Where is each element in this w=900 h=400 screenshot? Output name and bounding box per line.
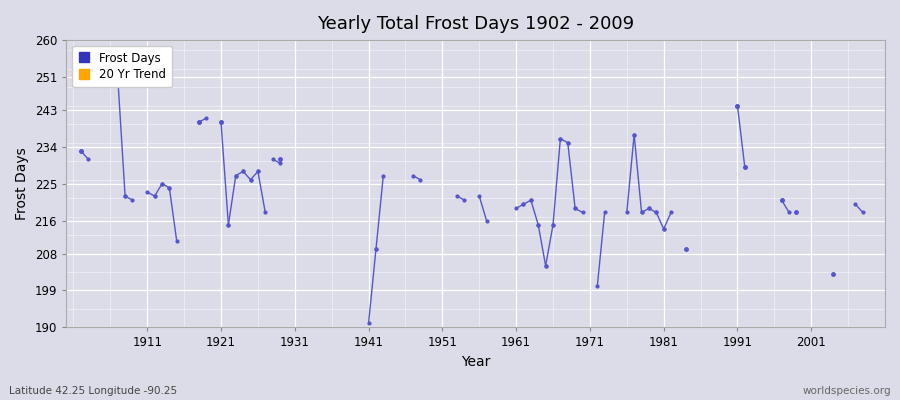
Text: Latitude 42.25 Longitude -90.25: Latitude 42.25 Longitude -90.25 xyxy=(9,386,177,396)
Title: Yearly Total Frost Days 1902 - 2009: Yearly Total Frost Days 1902 - 2009 xyxy=(317,15,634,33)
Y-axis label: Frost Days: Frost Days xyxy=(15,147,29,220)
X-axis label: Year: Year xyxy=(461,355,491,369)
Legend: Frost Days, 20 Yr Trend: Frost Days, 20 Yr Trend xyxy=(72,46,172,87)
Text: worldspecies.org: worldspecies.org xyxy=(803,386,891,396)
